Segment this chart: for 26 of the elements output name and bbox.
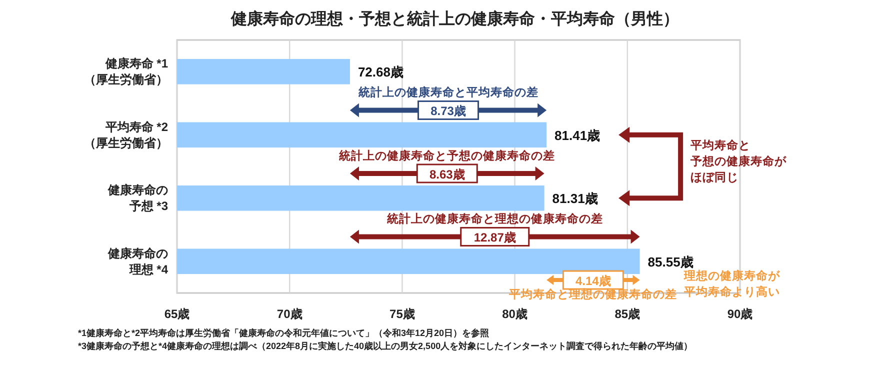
x-tick-label: 65歳 <box>164 307 190 321</box>
data-label: 81.41歳 <box>554 128 600 143</box>
annotation: 理想の健康寿命が平均寿命より高い <box>683 268 781 298</box>
x-tick-label: 80歳 <box>502 307 528 321</box>
x-tick-label: 85歳 <box>614 307 640 321</box>
annotation: 統計上の健康寿命と予想の健康寿命の差 <box>338 148 556 162</box>
annotation: 12.87歳 <box>474 230 516 245</box>
text: *3健康寿命の予想と*4健康寿命の理想は調べ（2022年8月に実施した40歳以上の男女2,500人を対象にしたインターネット調査で得られた年齢の平均値） <box>78 341 693 351</box>
chart-title: 健康寿命の理想・予想と統計上の健康寿命・平均寿命（男性） <box>230 10 679 28</box>
data-label: 72.68歳 <box>358 64 404 80</box>
x-tick-label: 75歳 <box>390 307 415 321</box>
annotation: 統計上の健康寿命と平均寿命の差 <box>357 85 538 100</box>
data-label: 81.31歳 <box>552 191 598 206</box>
y-tick-label: 健康寿命の予想 *3 <box>107 183 168 214</box>
annotation: 8.63歳 <box>429 167 465 182</box>
annotation: 平均寿命と予想の健康寿命がほぼ同じ <box>690 138 788 184</box>
y-tick-label: 健康寿命の理想 *4 <box>107 246 168 276</box>
x-tick-label: 90歳 <box>727 307 753 321</box>
x-tick-label: 70歳 <box>276 307 302 321</box>
y-tick-label: 健康寿命 *1（厚生労働省） <box>84 56 168 87</box>
annotation: 8.73歳 <box>430 104 466 118</box>
data-label: 85.55歳 <box>648 254 694 270</box>
annotation: 統計上の健康寿命と理想の健康寿命の差 <box>386 212 603 226</box>
text: *1健康寿命と*2平均寿命は厚生労働省「健康寿命の令和元年値について」（令和3年12月20日）を参照 <box>78 328 490 338</box>
annotation: 4.14歳 <box>575 274 611 288</box>
y-tick-label: 平均寿命 *2（厚生労働省） <box>84 120 168 150</box>
